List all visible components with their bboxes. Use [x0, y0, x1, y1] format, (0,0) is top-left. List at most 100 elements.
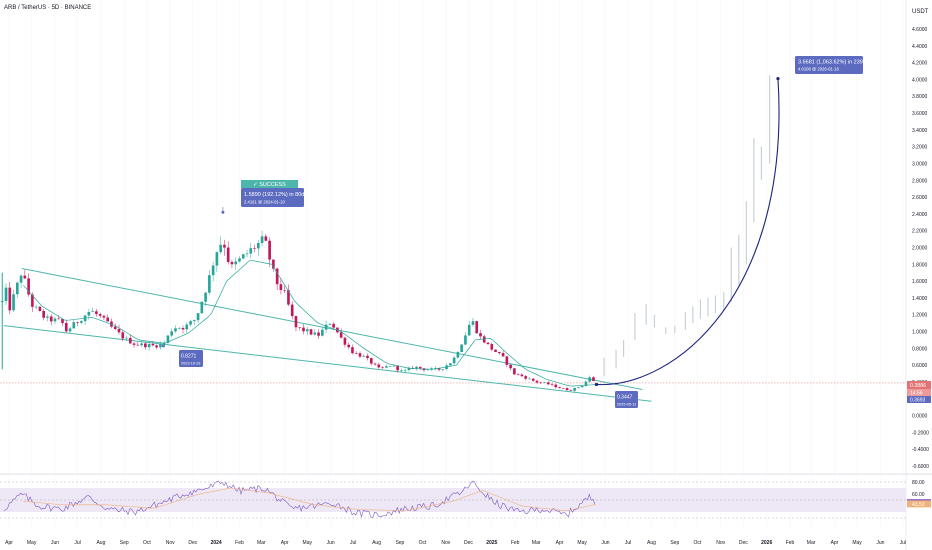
candle[interactable] — [238, 256, 241, 263]
candle[interactable] — [87, 309, 91, 320]
candle[interactable] — [68, 326, 72, 334]
upper-trendline[interactable] — [21, 268, 643, 391]
price-pane[interactable] — [0, 75, 906, 402]
candle[interactable] — [98, 312, 102, 319]
candle[interactable] — [144, 342, 147, 350]
candle[interactable] — [385, 364, 388, 369]
candle[interactable] — [305, 326, 309, 336]
candle[interactable] — [290, 301, 294, 320]
candle[interactable] — [189, 319, 192, 327]
candle[interactable] — [309, 328, 313, 336]
candle[interactable] — [373, 362, 377, 366]
candle[interactable] — [396, 365, 399, 373]
candle[interactable] — [298, 327, 302, 331]
candle[interactable] — [106, 314, 110, 322]
candle[interactable] — [520, 373, 524, 378]
candle[interactable] — [287, 284, 290, 307]
candle[interactable] — [543, 381, 546, 384]
candle[interactable] — [64, 319, 68, 333]
candle[interactable] — [400, 368, 403, 373]
candle[interactable] — [241, 253, 245, 260]
candle[interactable] — [192, 319, 196, 326]
candle[interactable] — [132, 341, 136, 348]
candle[interactable] — [200, 301, 204, 314]
candle[interactable] — [294, 315, 298, 332]
candle[interactable] — [302, 324, 305, 335]
candle[interactable] — [117, 324, 121, 335]
candle[interactable] — [501, 350, 505, 357]
candle[interactable] — [554, 383, 558, 389]
candle[interactable] — [441, 368, 445, 372]
candle[interactable] — [223, 239, 226, 256]
candle[interactable] — [369, 357, 373, 366]
candle[interactable] — [249, 242, 253, 259]
candle[interactable] — [61, 318, 64, 327]
candle[interactable] — [27, 273, 30, 297]
candle[interactable] — [264, 233, 268, 242]
candle[interactable] — [475, 320, 479, 334]
candle[interactable] — [230, 259, 234, 269]
candle[interactable] — [260, 230, 264, 247]
candle[interactable] — [170, 328, 174, 338]
candle[interactable] — [219, 236, 222, 254]
candle[interactable] — [57, 315, 61, 320]
candle[interactable] — [313, 329, 317, 336]
candle[interactable] — [226, 241, 230, 265]
candle[interactable] — [275, 267, 279, 291]
candle[interactable] — [449, 362, 452, 366]
candle[interactable] — [16, 281, 19, 298]
candle[interactable] — [388, 366, 392, 367]
candle[interactable] — [4, 283, 8, 305]
candle[interactable] — [479, 329, 482, 339]
candle[interactable] — [72, 320, 76, 329]
candle[interactable] — [528, 377, 531, 380]
candle[interactable] — [204, 291, 207, 307]
candle[interactable] — [34, 304, 38, 310]
candle[interactable] — [147, 341, 151, 351]
rsi-pane[interactable] — [0, 480, 906, 519]
candle[interactable] — [550, 382, 554, 387]
candle[interactable] — [19, 274, 23, 288]
candle[interactable] — [317, 328, 320, 339]
candle[interactable] — [174, 325, 177, 333]
candle[interactable] — [415, 365, 418, 371]
candle[interactable] — [321, 326, 324, 337]
candle[interactable] — [268, 237, 271, 267]
candle[interactable] — [531, 378, 535, 382]
candle[interactable] — [513, 368, 516, 376]
candle[interactable] — [509, 363, 512, 371]
candle[interactable] — [347, 342, 351, 350]
candle[interactable] — [339, 328, 343, 339]
candle[interactable] — [38, 305, 42, 312]
candle[interactable] — [166, 334, 170, 345]
candle[interactable] — [215, 251, 219, 273]
candle[interactable] — [535, 379, 539, 384]
candle[interactable] — [211, 261, 215, 282]
candle[interactable] — [181, 325, 185, 334]
candle[interactable] — [565, 387, 569, 391]
candle[interactable] — [569, 389, 573, 392]
candle[interactable] — [546, 381, 550, 386]
candle[interactable] — [53, 317, 57, 324]
candle[interactable] — [403, 368, 407, 373]
candle[interactable] — [113, 323, 117, 331]
candle[interactable] — [471, 317, 475, 327]
candle[interactable] — [128, 334, 132, 344]
candle[interactable] — [196, 313, 200, 324]
candle[interactable] — [456, 351, 460, 359]
candle[interactable] — [490, 342, 494, 352]
candle[interactable] — [573, 387, 576, 392]
candle[interactable] — [366, 353, 369, 361]
candle[interactable] — [539, 381, 543, 385]
candle[interactable] — [362, 354, 366, 357]
candle[interactable] — [381, 366, 384, 369]
candle[interactable] — [125, 335, 128, 342]
candle[interactable] — [497, 351, 501, 355]
candle[interactable] — [452, 355, 456, 366]
candle[interactable] — [358, 351, 362, 359]
candle[interactable] — [8, 281, 12, 315]
candle[interactable] — [283, 285, 286, 294]
candle[interactable] — [433, 366, 437, 371]
candle[interactable] — [584, 380, 588, 387]
